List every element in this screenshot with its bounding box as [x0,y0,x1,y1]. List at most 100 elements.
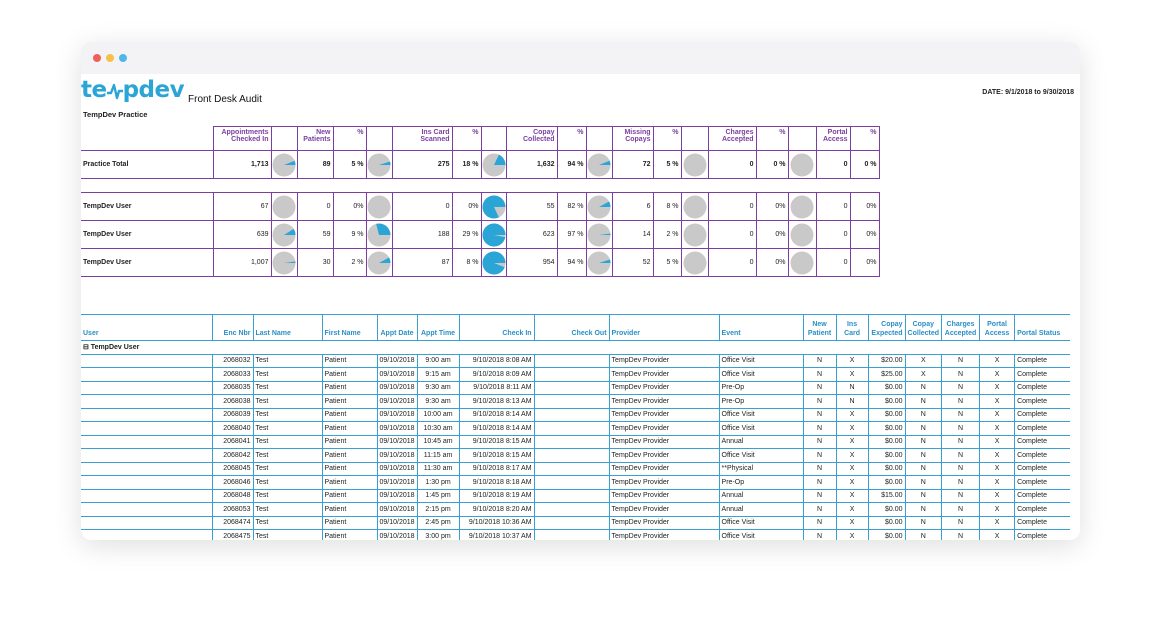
table-cell: Complete [1014,354,1070,368]
copay-value: 1,632 [505,150,558,179]
detail-header-3[interactable]: First Name [322,314,378,341]
table-cell: X [979,502,1016,517]
table-row[interactable]: 2068040 Test Patient 09/10/2018 10:30 am 9/10… [81,421,1070,436]
charges-pie-cell [787,220,817,249]
close-window-button[interactable] [93,54,101,62]
detail-header-1[interactable]: Enc Nbr [212,314,254,341]
missing-copays-pie [683,195,706,218]
detail-header-14[interactable]: Charges Accepted [941,314,981,341]
table-row[interactable]: 2068045 Test Patient 09/10/2018 11:30 am 9/10… [81,462,1070,476]
detail-header-8[interactable]: Provider [609,314,720,341]
table-cell: 9/10/2018 8:08 AM [459,354,535,368]
maximize-window-button[interactable] [119,54,127,62]
detail-header-0[interactable]: User [81,314,213,341]
table-row[interactable]: 2068033 Test Patient 09/10/2018 9:15 am 9/10/… [81,367,1070,382]
table-row[interactable]: 2068032 Test Patient 09/10/2018 9:00 am 9/10/… [81,354,1070,368]
table-cell: TempDev Provider [609,516,720,530]
detail-header-9[interactable]: Event [719,314,804,341]
table-cell: X [979,448,1016,463]
table-cell: Test [253,367,323,382]
table-cell: 2068042 [212,448,254,463]
new-patients-pie-cell [365,220,393,249]
new-patients-value: 0 [296,192,334,221]
table-row[interactable]: 2068039 Test Patient 09/10/2018 10:00 am 9/10… [81,408,1070,422]
table-cell: N [941,529,981,540]
detail-header-16[interactable]: Portal Status [1014,314,1070,341]
ins-card-value: 275 [391,150,453,179]
table-cell: X [836,462,869,476]
table-row[interactable]: 2068042 Test Patient 09/10/2018 11:15 am 9/10… [81,448,1070,463]
table-cell: TempDev Provider [609,448,720,463]
charges-pct: 0% [755,192,789,221]
ins-card-pie [482,153,505,176]
table-cell: Complete [1014,435,1070,449]
group-toggle[interactable]: ⊟ TempDev User [81,340,1070,355]
table-cell: N [803,408,837,422]
table-cell: 09/10/2018 [377,354,418,368]
table-cell: TempDev Provider [609,421,720,436]
detail-header-2[interactable]: Last Name [253,314,323,341]
table-row[interactable]: 2068046 Test Patient 09/10/2018 1:30 pm 9/10/… [81,475,1070,490]
minimize-window-button[interactable] [106,54,114,62]
table-row[interactable]: 2068035 Test Patient 09/10/2018 9:30 am 9/10/… [81,381,1070,395]
table-cell: Test [253,502,323,517]
new-patients-pct: 5 % [332,150,367,179]
summary-header-8: Copay Collected [505,126,558,151]
table-cell: 2068035 [212,381,254,395]
table-row[interactable]: 2068048 Test Patient 09/10/2018 1:45 pm 9/10/… [81,489,1070,503]
table-cell: N [803,462,837,476]
table-cell: 9/10/2018 8:15 AM [459,448,535,463]
table-cell: 9/10/2018 8:11 AM [459,381,535,395]
table-cell: N [836,394,869,409]
missing-copays-pct: 5 % [652,150,682,179]
table-cell: 10:45 am [417,435,460,449]
table-cell: Patient [322,408,378,422]
table-cell: N [941,354,981,368]
detail-header-10[interactable]: New Patient [803,314,837,341]
detail-header-11[interactable]: Ins Card [836,314,869,341]
new-patients-pie-cell [365,248,393,277]
table-cell: Patient [322,421,378,436]
missing-copays-value: 52 [611,248,654,277]
detail-header-7[interactable]: Check Out [534,314,610,341]
summary-header-11: Missing Copays [611,126,654,151]
table-cell: Patient [322,516,378,530]
table-cell: Pre-Op [719,381,804,395]
detail-header-15[interactable]: Portal Access [979,314,1016,341]
group-row[interactable]: ⊟ TempDev User [81,340,1070,355]
detail-header-4[interactable]: Appt Date [377,314,418,341]
detail-header-12[interactable]: Copay Expected [868,314,906,341]
table-cell: Office Visit [719,408,804,422]
table-cell: 9/10/2018 8:13 AM [459,394,535,409]
table-cell: X [979,516,1016,530]
table-cell: Complete [1014,448,1070,463]
detail-header-13[interactable]: Copay Collected [905,314,943,341]
table-cell [534,516,610,530]
table-cell: N [803,448,837,463]
ins-card-value: 87 [391,248,453,277]
charges-pct: 0% [755,220,789,249]
table-row[interactable]: 2068053 Test Patient 09/10/2018 2:15 pm 9/10/… [81,502,1070,517]
table-cell: TempDev Provider [609,462,720,476]
detail-header-5[interactable]: Appt Time [417,314,460,341]
table-row[interactable]: 2068041 Test Patient 09/10/2018 10:45 am 9/10… [81,435,1070,449]
table-row[interactable]: 2068475 Test Patient 09/10/2018 3:00 pm 9/10/… [81,529,1070,540]
table-cell: N [905,394,943,409]
table-cell: X [979,462,1016,476]
detail-header-6[interactable]: Check In [459,314,535,341]
table-cell: 09/10/2018 [377,502,418,517]
table-cell: Test [253,435,323,449]
copay-pie [587,195,611,218]
copay-pie [587,223,611,246]
table-cell: Test [253,394,323,409]
table-cell [81,354,213,368]
summary-header-15: % [755,126,789,151]
table-cell: 10:00 am [417,408,460,422]
new-patients-pie-cell [365,192,393,221]
portal-value: 0 [815,192,851,221]
window-titlebar [81,42,1080,74]
table-row[interactable]: 2068474 Test Patient 09/10/2018 2:45 pm 9/10/… [81,516,1070,530]
table-cell [534,435,610,449]
charges-value: 0 [707,220,757,249]
table-row[interactable]: 2068038 Test Patient 09/10/2018 9:30 am 9/10/… [81,394,1070,409]
